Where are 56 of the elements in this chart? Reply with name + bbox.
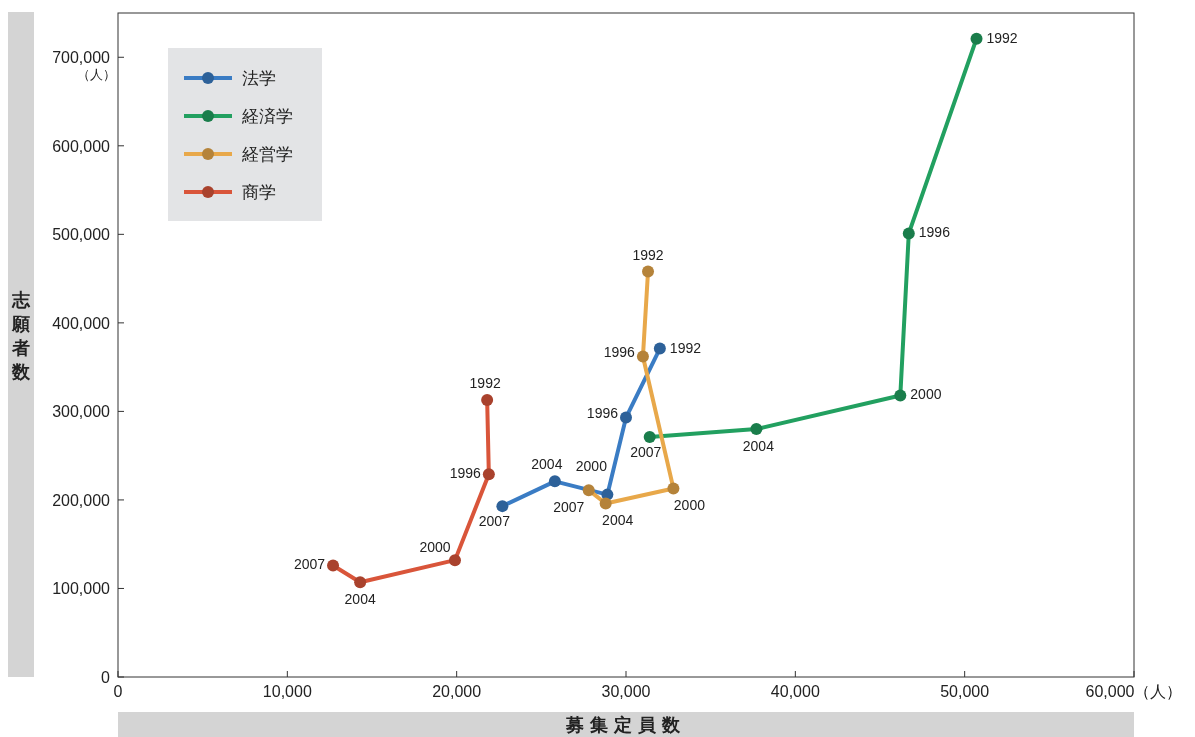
y-axis-title: 志願者数 [11,290,31,382]
y-tick-label: 0 [101,669,111,686]
point [327,559,340,572]
annotation: 2007 [293,556,326,573]
point [902,227,915,240]
point [448,554,461,567]
point [653,342,666,355]
annotation: 2004 [742,438,775,455]
point [643,431,656,444]
annotation: 1996 [586,404,619,421]
point [481,393,494,406]
point [482,468,495,481]
x-tick-label: 20,000 [432,683,482,700]
y-tick-label: 600,000 [52,137,111,155]
annotation: 2000 [419,539,451,556]
x-axis-title: 募集定員数 [565,715,686,735]
point [750,423,763,436]
y-tick-label: 100,000 [52,580,111,598]
point [496,500,509,513]
annotation: 2004 [602,512,634,529]
x-tick-label: 30,000 [601,683,651,700]
point [894,389,907,402]
x-tick-label: 50,000 [940,683,990,700]
x-tick-label: 60,000（人） [1085,683,1183,700]
point [620,411,632,424]
point [548,475,561,488]
annotation: 2007 [553,499,585,516]
annotation: 2004 [344,591,376,608]
annotation: 2000 [910,386,942,403]
x-tick-label: 40,000 [770,683,820,700]
legend-label: 経営学 [241,145,293,164]
annotation: 1996 [449,465,482,482]
annotation: 2004 [531,456,563,473]
annotation: 1996 [918,224,951,241]
x-tick-label: 10,000 [262,683,312,700]
y-tick-label: 400,000 [52,314,111,332]
point [354,576,367,589]
y-tick-label: 300,000 [52,403,111,421]
text: （人） [76,67,116,83]
annotation: 2007 [478,513,511,530]
annotation: 1996 [603,343,636,360]
legend-label: 法学 [242,69,276,88]
annotation: 2000 [575,457,608,474]
annotation: 1992 [669,339,702,356]
y-tick-label: 500,000 [52,226,111,244]
point [970,32,983,45]
legend-label: 経済学 [241,107,293,126]
annotation: 2007 [630,444,662,461]
annotation: 2000 [673,497,706,514]
annotation: 1992 [632,246,664,263]
y-tick-label: 200,000 [52,491,111,509]
annotation: 1992 [986,29,1018,46]
x-tick-label: 0 [113,683,123,700]
y-tick-label: 700,000 [52,49,111,67]
legend-label: 商学 [242,183,276,202]
annotation: 1992 [469,374,501,391]
